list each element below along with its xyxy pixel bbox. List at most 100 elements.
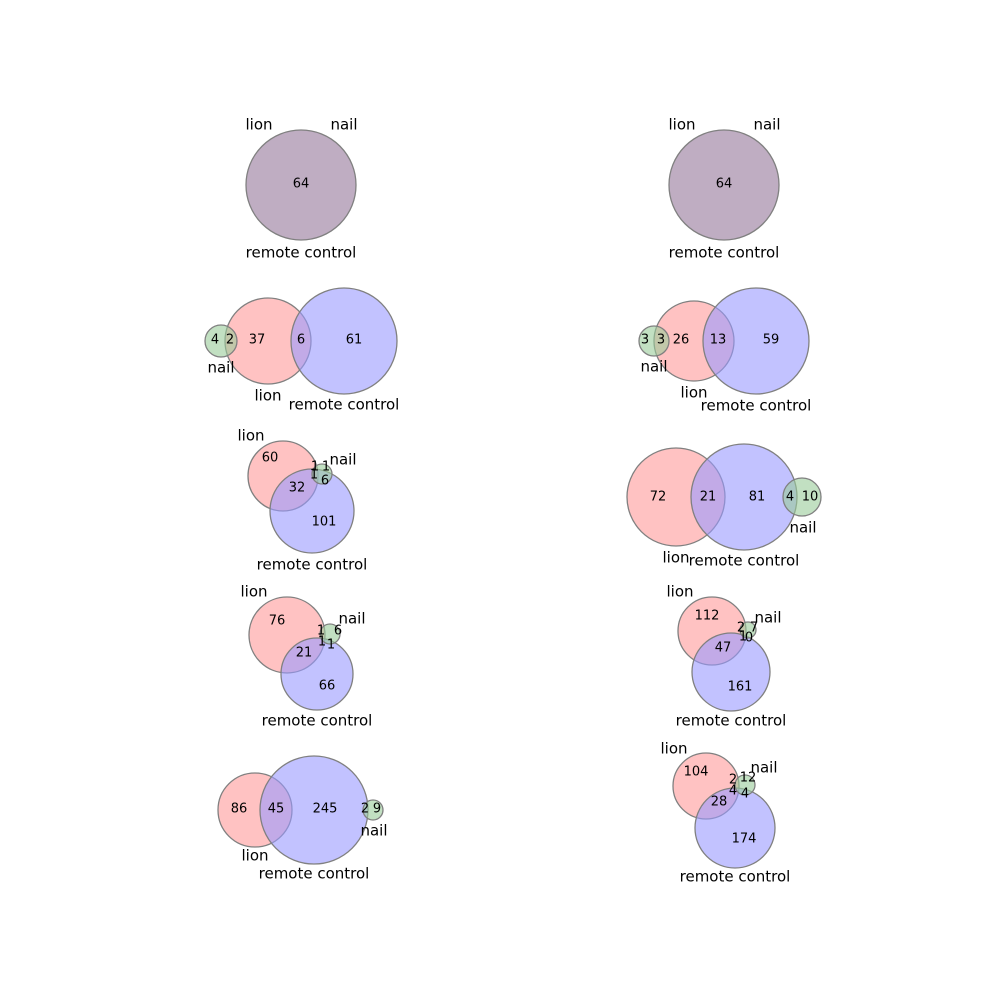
region-count-lion: 37 bbox=[249, 333, 266, 348]
set-label-remote-control: remote control bbox=[289, 396, 400, 414]
region-count-remote-control: 174 bbox=[732, 832, 757, 847]
circle-remote-control bbox=[290, 287, 398, 395]
region-count-lion: 86 bbox=[231, 802, 248, 817]
region-count-nail: 3 bbox=[641, 333, 649, 348]
region-count-lion+nail+remote-control: 4 bbox=[729, 784, 737, 799]
region-count-lion+nail+remote-control: 1 bbox=[318, 635, 326, 650]
region-count-remote-control: 101 bbox=[312, 515, 337, 530]
set-label-remote-control: remote control bbox=[257, 556, 368, 574]
set-label-lion: lion bbox=[666, 583, 693, 601]
circle-nail bbox=[319, 623, 341, 645]
set-label-nail: nail bbox=[789, 519, 816, 537]
region-count-nail+remote-control: 4 bbox=[741, 787, 749, 802]
region-count-nail+remote-control: 6 bbox=[321, 474, 329, 489]
region-count-lion+remote-control: 45 bbox=[268, 802, 285, 817]
region-count-lion+nail+remote-control: 1 bbox=[310, 468, 318, 483]
set-label-lion: lion bbox=[680, 384, 707, 402]
set-label-remote-control: remote control bbox=[246, 244, 357, 262]
region-count-nail+remote-control: 0 bbox=[745, 631, 753, 646]
set-label-nail: nail bbox=[753, 116, 780, 134]
venn-row2-left: nail lion remote control 4 2 37 6 61 bbox=[204, 287, 400, 414]
circle-remote-control bbox=[702, 287, 810, 395]
region-count-nail: 7 bbox=[750, 621, 758, 636]
venn-row3-left: lion nail remote control 60 1 11 6 32 101 bbox=[237, 427, 367, 574]
region-count-nail: 6 bbox=[334, 624, 342, 639]
circle-remote-control bbox=[691, 632, 771, 712]
region-count-lion+nail: 2 bbox=[226, 333, 234, 348]
circle-nail bbox=[204, 324, 238, 358]
region-count-lion: 104 bbox=[684, 765, 709, 780]
region-count-lion+nail: 1 bbox=[311, 460, 319, 475]
set-label-lion: lion bbox=[254, 387, 281, 405]
region-count-lion: 26 bbox=[673, 333, 690, 348]
region-count-lion+remote-control: 21 bbox=[296, 646, 313, 661]
region-count-lion: 60 bbox=[262, 451, 279, 466]
set-label-remote-control: remote control bbox=[701, 397, 812, 415]
venn-top-right: lion nail remote control 64 bbox=[668, 116, 781, 262]
region-count-lion+nail: 2 bbox=[737, 621, 745, 636]
set-label-remote-control: remote control bbox=[262, 712, 373, 730]
set-label-remote-control: remote control bbox=[680, 868, 791, 886]
region-count-remote-control: 81 bbox=[749, 490, 766, 505]
region-count-lion+remote-control: 47 bbox=[715, 641, 732, 656]
region-count-lion+remote-control: 6 bbox=[297, 333, 305, 348]
venn-row4-left: lion nail remote control 76 1 61 1 21 66 bbox=[240, 583, 372, 730]
set-label-remote-control: remote control bbox=[689, 552, 800, 570]
set-label-nail: nail bbox=[750, 759, 777, 777]
circle-nail bbox=[782, 477, 822, 517]
circle-remote-control bbox=[280, 637, 354, 711]
region-count-nail: 10 bbox=[802, 490, 819, 505]
set-label-lion: lion bbox=[241, 847, 268, 865]
circle-nail bbox=[638, 325, 670, 357]
region-count-nail+remote-control: 2 bbox=[361, 802, 369, 817]
region-count-lion+nail: 2 bbox=[729, 773, 737, 788]
region-count-lion+nail+remote-control: 64 bbox=[716, 177, 733, 192]
set-label-nail: nail bbox=[329, 451, 356, 469]
venn-row4-right: lion nail remote control 112 2 710 47 161 bbox=[666, 583, 786, 730]
set-label-lion: lion bbox=[660, 740, 687, 758]
set-label-nail: nail bbox=[207, 359, 234, 377]
venn-row3-right: lion remote control nail 72 21 81 4 10 bbox=[626, 443, 822, 570]
set-label-lion: lion bbox=[245, 116, 272, 134]
region-count-lion: 112 bbox=[695, 609, 720, 624]
circle-nail bbox=[734, 774, 756, 796]
region-count-lion: 76 bbox=[269, 614, 286, 629]
set-label-lion: lion bbox=[662, 549, 689, 567]
region-count-nail+remote-control: 4 bbox=[786, 490, 794, 505]
region-count-nail: 12 bbox=[740, 771, 757, 786]
region-count-lion+remote-control: 32 bbox=[289, 481, 306, 496]
set-label-nail: nail bbox=[338, 610, 365, 628]
region-count-lion+nail+remote-control: 64 bbox=[293, 177, 310, 192]
set-label-lion: lion bbox=[240, 583, 267, 601]
region-count-lion+remote-control: 13 bbox=[710, 333, 727, 348]
circle-identical bbox=[245, 129, 357, 241]
set-label-remote-control: remote control bbox=[676, 712, 787, 730]
region-count-lion+remote-control: 28 bbox=[711, 795, 728, 810]
circle-nail bbox=[739, 621, 757, 639]
region-count-nail: 1 bbox=[322, 460, 330, 475]
region-count-lion: 72 bbox=[650, 490, 667, 505]
region-count-lion+nail+remote-control: 1 bbox=[739, 630, 747, 645]
region-count-remote-control: 66 bbox=[319, 679, 336, 694]
region-count-remote-control: 61 bbox=[346, 333, 363, 348]
region-count-nail: 4 bbox=[211, 333, 219, 348]
region-count-remote-control: 245 bbox=[313, 802, 338, 817]
region-count-remote-control: 161 bbox=[728, 680, 753, 695]
region-count-lion+nail: 3 bbox=[657, 333, 665, 348]
set-label-lion: lion bbox=[668, 116, 695, 134]
region-count-lion+nail: 1 bbox=[317, 624, 325, 639]
circle-nail bbox=[311, 463, 333, 485]
venn-top-left: lion nail remote control 64 bbox=[245, 116, 358, 262]
region-count-lion+remote-control: 21 bbox=[700, 490, 717, 505]
set-label-nail: nail bbox=[640, 358, 667, 376]
set-label-nail: nail bbox=[360, 822, 387, 840]
region-count-nail: 9 bbox=[373, 802, 381, 817]
set-label-lion: lion bbox=[237, 427, 264, 445]
region-count-nail+remote-control: 1 bbox=[327, 638, 335, 653]
region-count-remote-control: 59 bbox=[763, 333, 780, 348]
set-label-nail: nail bbox=[754, 609, 781, 627]
